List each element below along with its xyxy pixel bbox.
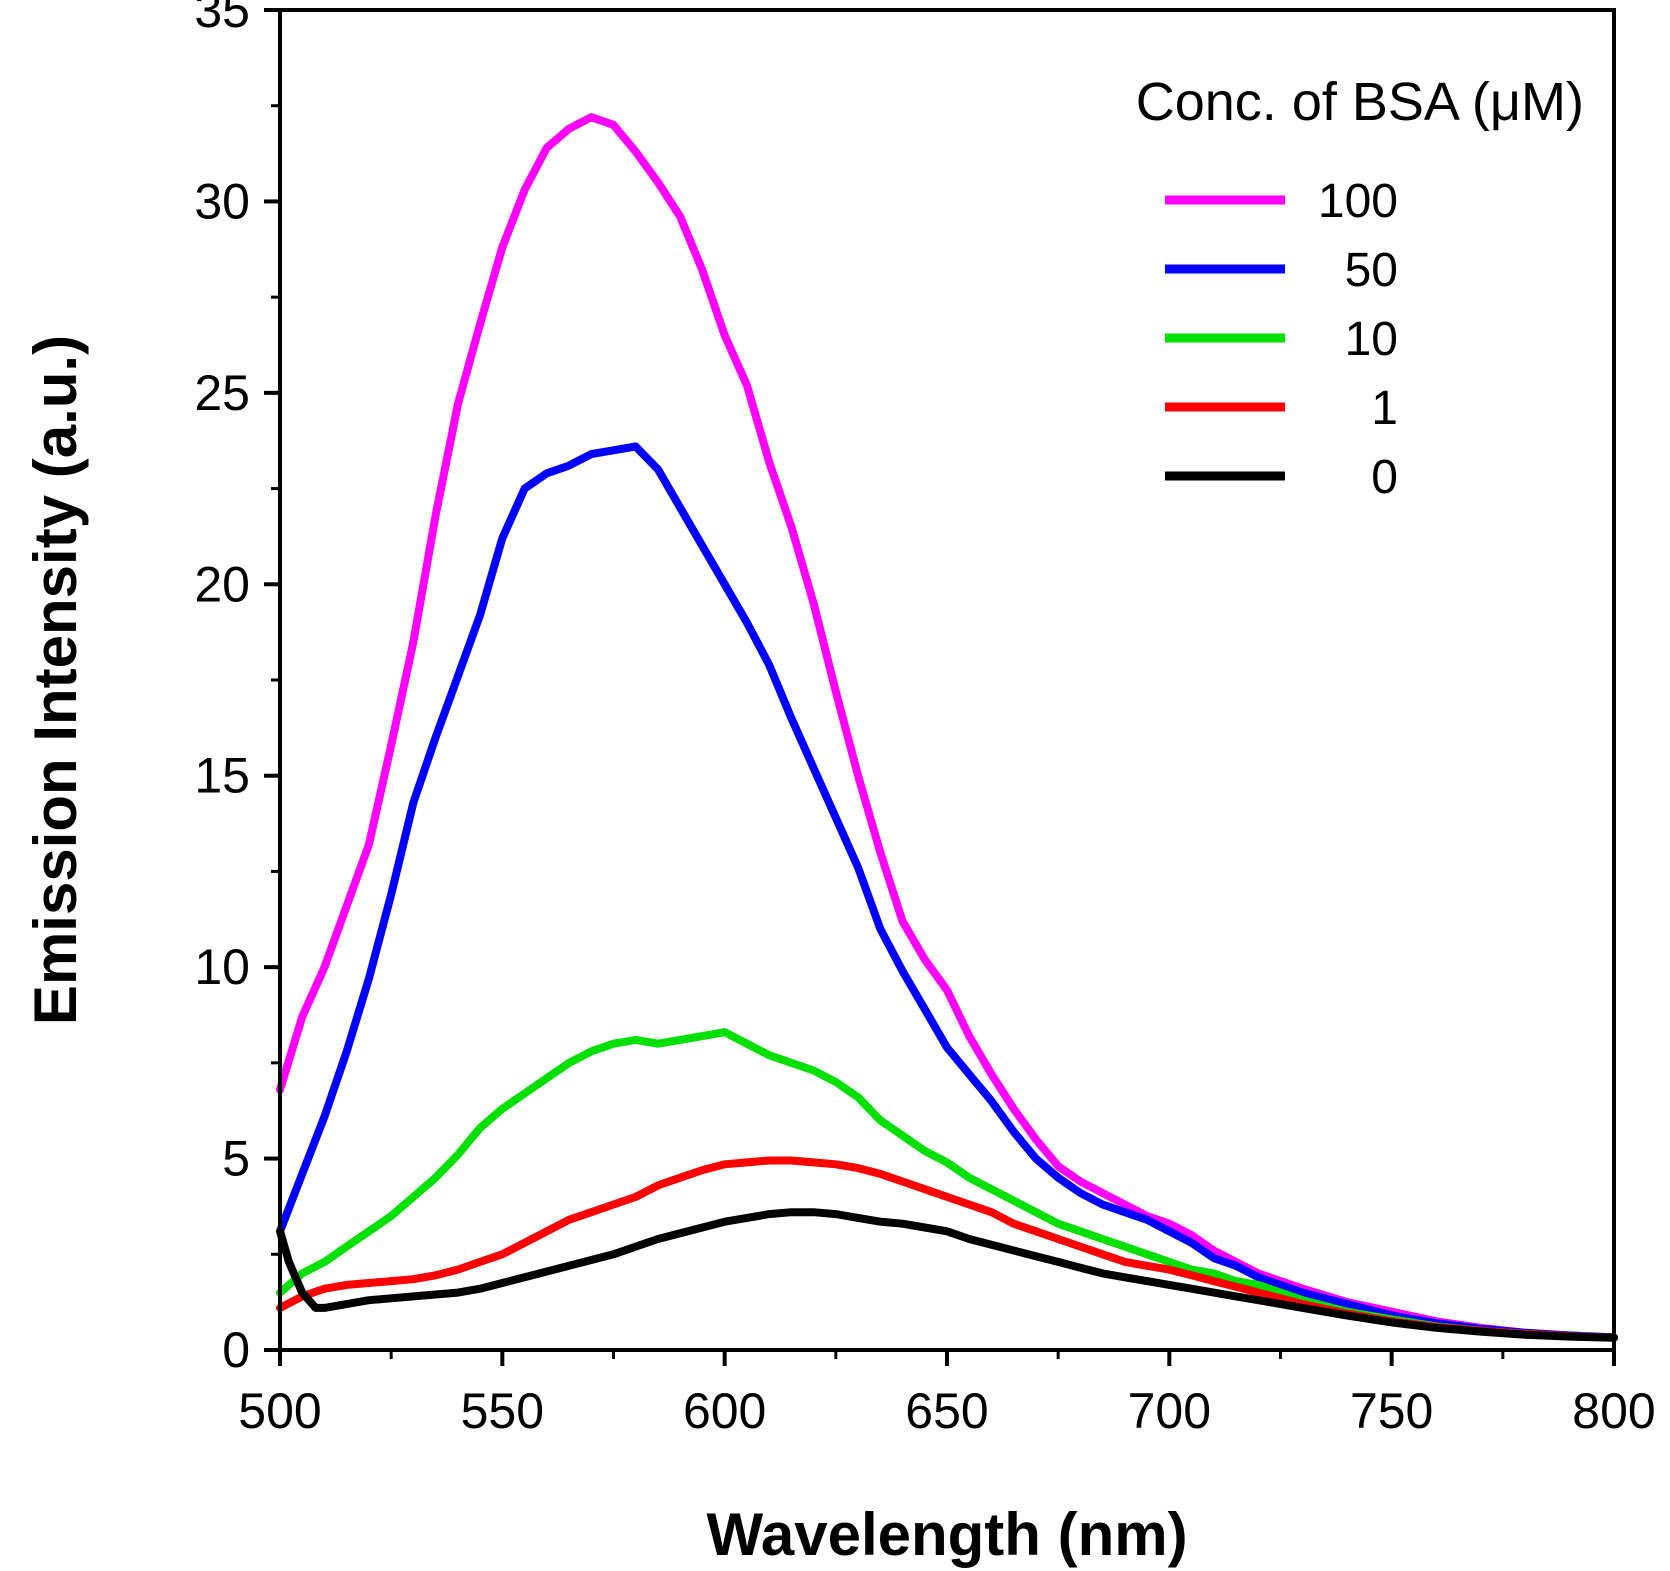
series-layer [276,113,1618,1342]
y-axis-ticks: 0 5 10 15 20 25 30 35 [194,0,280,1378]
x-tick-label: 800 [1572,1383,1655,1439]
legend-label-10: 10 [1345,313,1398,366]
legend-label-100: 100 [1318,175,1398,228]
y-tick-label: 30 [194,173,250,229]
x-tick-label: 550 [461,1383,544,1439]
x-axis-ticks: 500 550 600 650 700 750 800 [238,1350,1656,1439]
legend-title: Conc. of BSA (μM) [1136,72,1584,132]
x-tick-label: 700 [1128,1383,1211,1439]
legend-label-50: 50 [1345,244,1398,297]
y-tick-label: 25 [194,365,250,421]
x-tick-label: 750 [1350,1383,1433,1439]
y-tick-label: 35 [194,0,250,38]
x-axis-title: Wavelength (nm) [706,1501,1187,1568]
y-tick-label: 15 [194,748,250,804]
x-tick-label: 500 [238,1383,321,1439]
series-line-1 [276,1156,1618,1342]
x-tick-label: 650 [905,1383,988,1439]
series-line-50 [276,442,1618,1342]
series-line-100 [276,113,1618,1342]
legend-label-1: 1 [1371,382,1398,435]
y-axis-title: Emission Intensity (a.u.) [22,335,89,1025]
legend-label-0: 0 [1371,451,1398,504]
series-line-10 [276,1028,1618,1342]
y-tick-label: 5 [222,1131,250,1187]
y-tick-label: 20 [194,556,250,612]
y-tick-label: 0 [222,1322,250,1378]
plot-frame [278,8,1616,1352]
y-tick-label: 10 [194,939,250,995]
series-line-0 [276,1208,1618,1342]
x-tick-label: 600 [683,1383,766,1439]
